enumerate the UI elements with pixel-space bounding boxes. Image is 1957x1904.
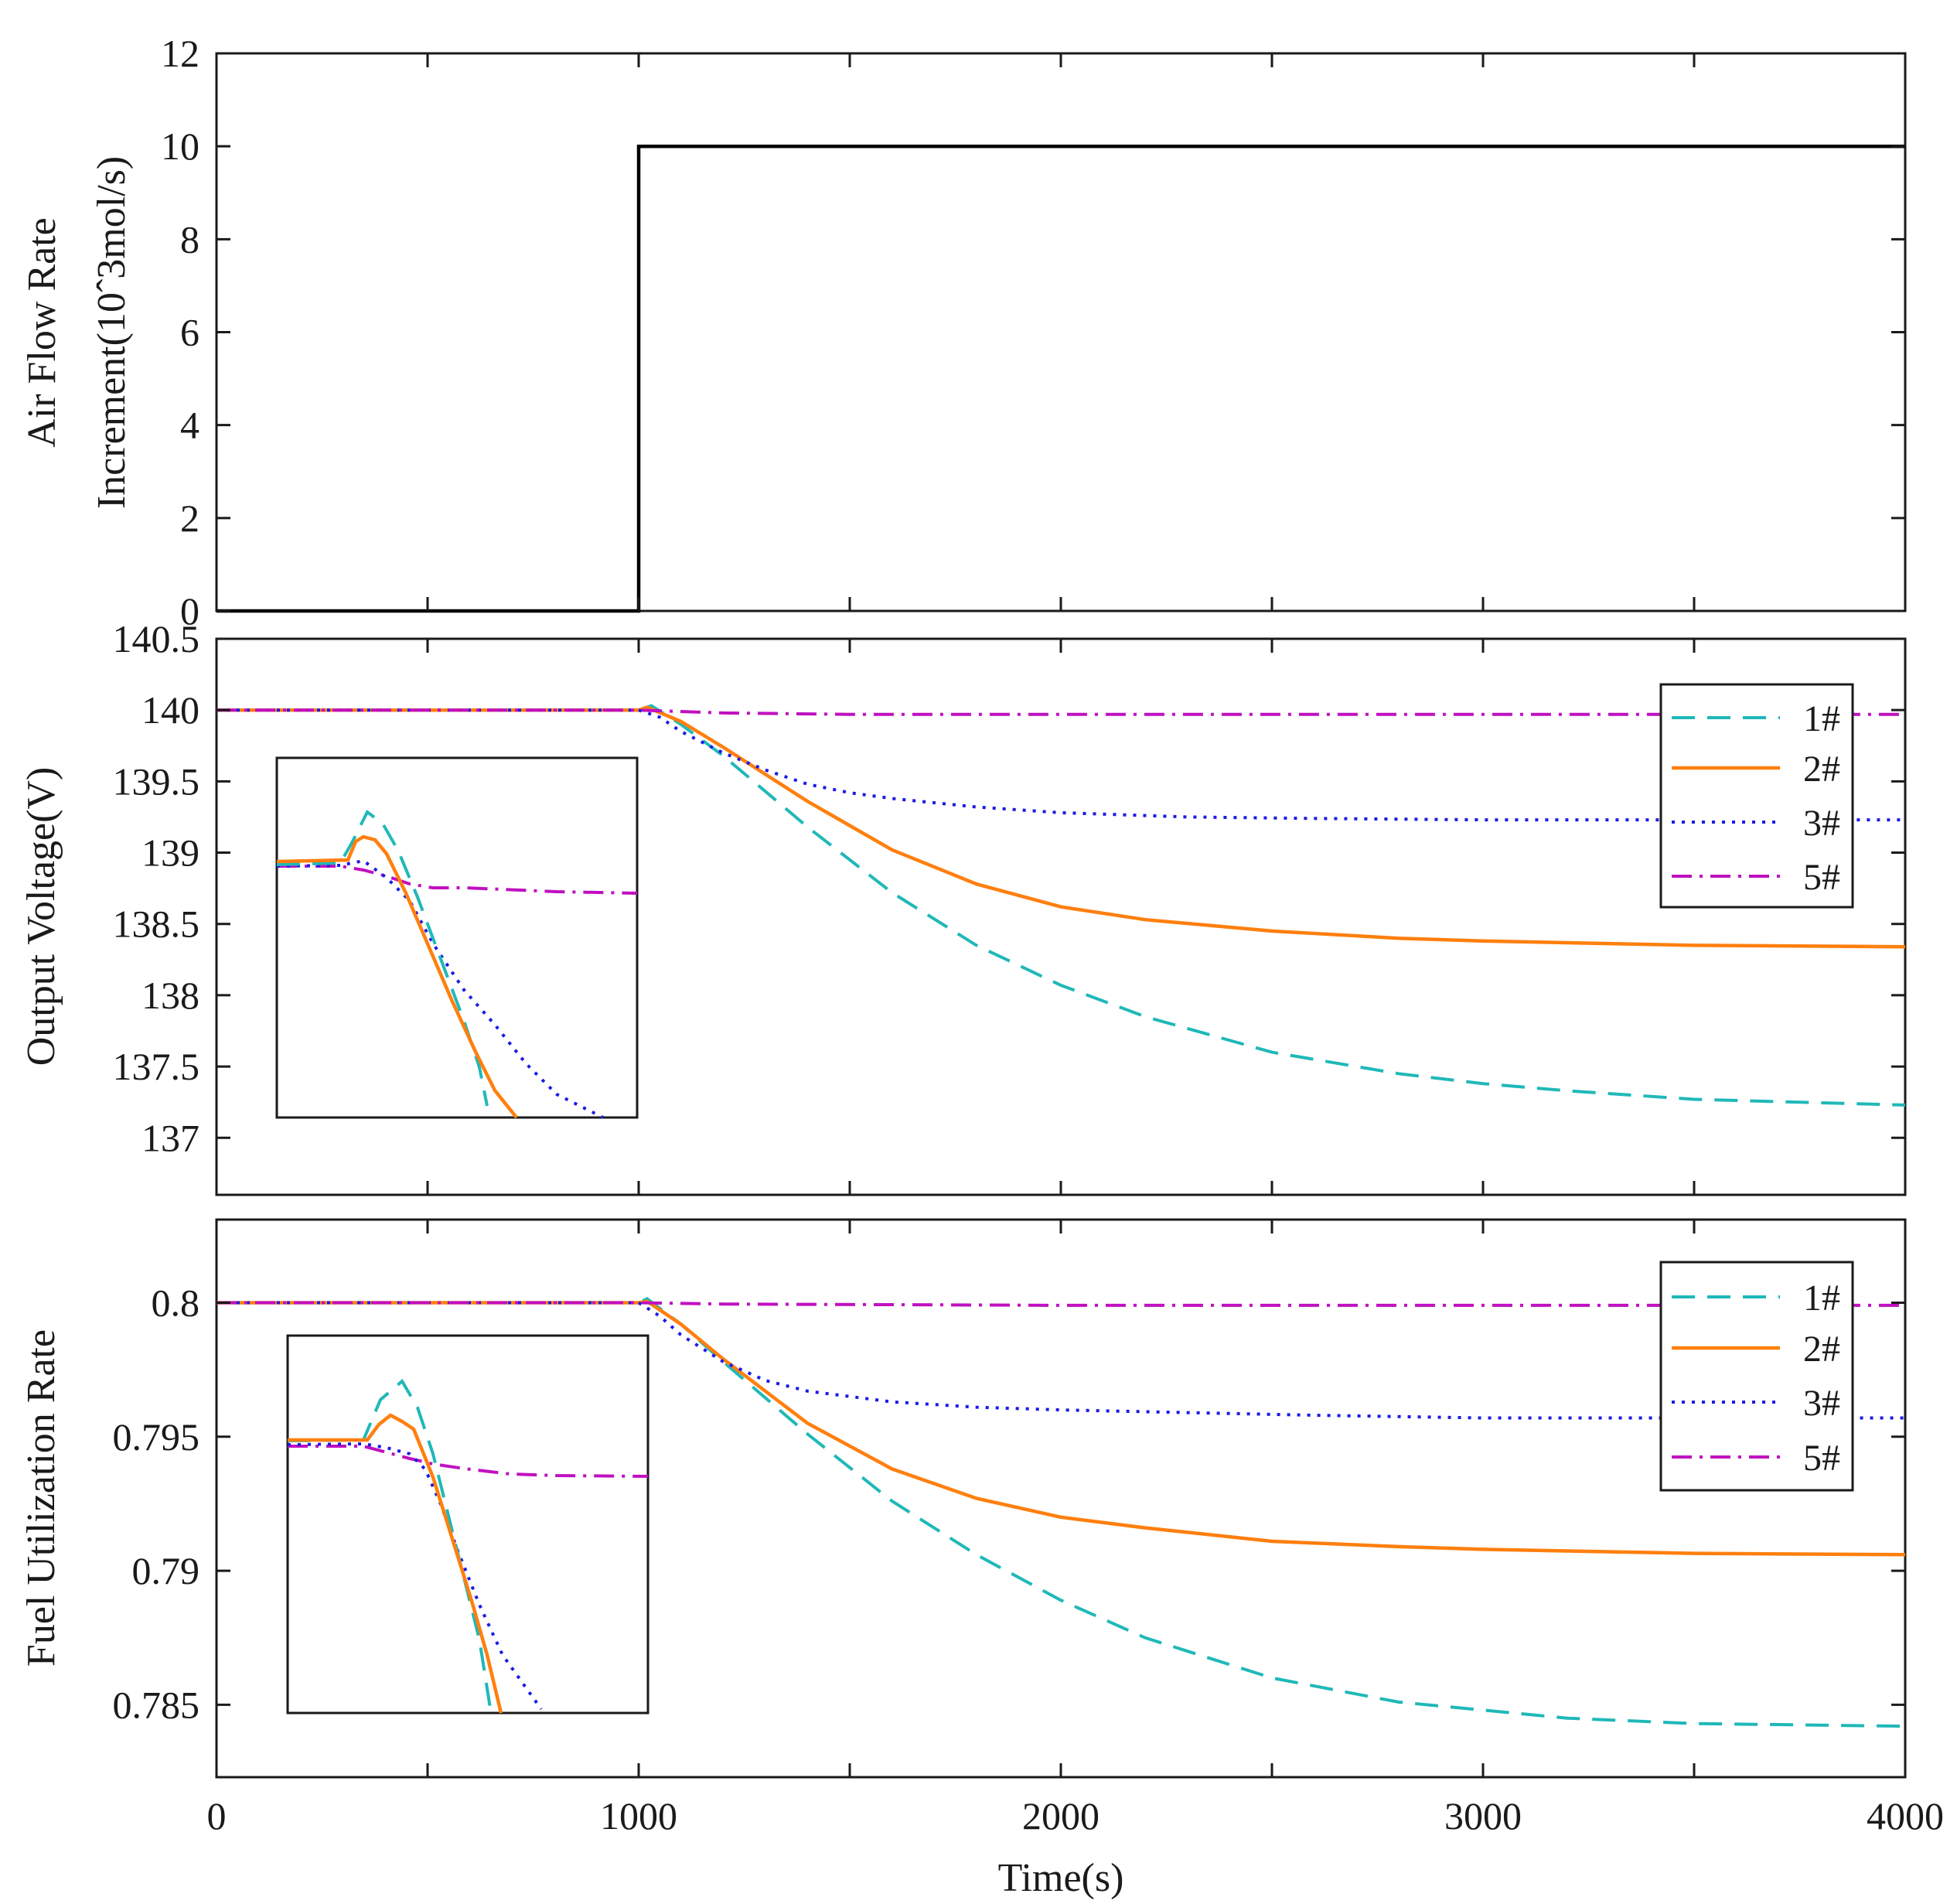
inset-frame-voltage bbox=[275, 756, 639, 1119]
y-tick-label: 0 bbox=[180, 589, 199, 633]
legend-fuel-utilization: 1# 2# 3# 5# bbox=[1659, 1261, 1854, 1492]
x-tick-label: 2000 bbox=[1022, 1794, 1100, 1837]
series-line-1-panel2 bbox=[216, 1296, 1906, 1728]
inset-line-3-voltage bbox=[276, 858, 604, 1119]
legend-label-3: 3# bbox=[1803, 803, 1840, 844]
x-axis-tick-labels: 0 1000 2000 3000 4000 bbox=[207, 1794, 1945, 1837]
y-tick-label: 0.795 bbox=[113, 1415, 200, 1459]
legend-box-output-voltage bbox=[1659, 683, 1854, 909]
y-tick-label: 8 bbox=[180, 217, 199, 261]
y-axis-label-air-flow-line1: Air Flow Rate bbox=[20, 217, 64, 448]
inset-line-5-fuel bbox=[288, 1445, 649, 1478]
legend-box-fuel-utilization bbox=[1659, 1261, 1854, 1492]
inset-line-2-fuel bbox=[288, 1413, 503, 1714]
y-axis-label-air-flow-line2: Increment(10ˆ3mol/s) bbox=[90, 156, 134, 509]
y-tick-label: 2 bbox=[180, 496, 199, 540]
series-line-step bbox=[216, 144, 1905, 613]
legend-label-5-fuel: 5# bbox=[1803, 1438, 1840, 1479]
plot-frame-air-flow bbox=[215, 52, 1907, 612]
y-tick-label: 137.5 bbox=[113, 1045, 200, 1088]
panel-output-voltage: 137 137.5 138 138.5 139 139.5 140 140.5 Output … bbox=[19, 617, 1907, 1196]
y-tick-label: 0.79 bbox=[132, 1549, 200, 1592]
y-tick-label: 140 bbox=[141, 688, 199, 732]
inset-zoom-fuel bbox=[286, 1334, 649, 1715]
inset-line-2-voltage bbox=[276, 834, 518, 1119]
legend-label-3-fuel: 3# bbox=[1803, 1383, 1840, 1424]
legend-label-1: 1# bbox=[1803, 698, 1840, 739]
y-tick-label: 139 bbox=[141, 831, 199, 875]
y-tick-label: 138 bbox=[141, 974, 199, 1017]
series-line-3-panel1 bbox=[216, 708, 1905, 822]
y-tick-label: 0.785 bbox=[113, 1683, 200, 1726]
inset-frame-fuel bbox=[286, 1334, 649, 1715]
y-tick-label: 138.5 bbox=[113, 903, 200, 946]
series-line-5-panel1 bbox=[216, 708, 1905, 716]
y-tick-label: 6 bbox=[180, 311, 199, 354]
y-tick-label: 139.5 bbox=[113, 759, 200, 803]
x-tick-label: 1000 bbox=[600, 1794, 677, 1837]
legend-label-2-fuel: 2# bbox=[1803, 1329, 1840, 1370]
x-tick-label: 3000 bbox=[1444, 1794, 1522, 1837]
x-tick-label: 0 bbox=[207, 1794, 227, 1837]
legend-label-2: 2# bbox=[1803, 749, 1840, 790]
y-axis-label-output-voltage: Output Voltage(V) bbox=[19, 767, 63, 1066]
y-tick-label: 0.8 bbox=[152, 1281, 200, 1324]
series-line-5-panel2 bbox=[216, 1301, 1905, 1307]
y-tick-label: 4 bbox=[180, 404, 199, 447]
y-tick-label: 12 bbox=[161, 32, 199, 75]
legend-label-5: 5# bbox=[1803, 857, 1840, 898]
y-tick-label: 10 bbox=[161, 125, 199, 168]
y-tick-label: 137 bbox=[141, 1116, 199, 1159]
legend-output-voltage: 1# 2# 3# 5# bbox=[1659, 683, 1854, 909]
y-axis-label-fuel-utilization: Fuel Utilization Rate bbox=[19, 1329, 63, 1667]
y-tick-label: 140.5 bbox=[113, 617, 200, 660]
x-tick-label: 4000 bbox=[1867, 1794, 1944, 1837]
inset-zoom-voltage bbox=[275, 756, 639, 1119]
legend-label-1-fuel: 1# bbox=[1803, 1278, 1840, 1319]
series-line-2-panel2 bbox=[216, 1299, 1906, 1557]
panel-air-flow: 0 2 4 6 8 10 12 Air Flow Rate Increment(10ˆ3mo… bbox=[20, 32, 1907, 633]
x-axis-label: Time(s) bbox=[998, 1856, 1124, 1900]
